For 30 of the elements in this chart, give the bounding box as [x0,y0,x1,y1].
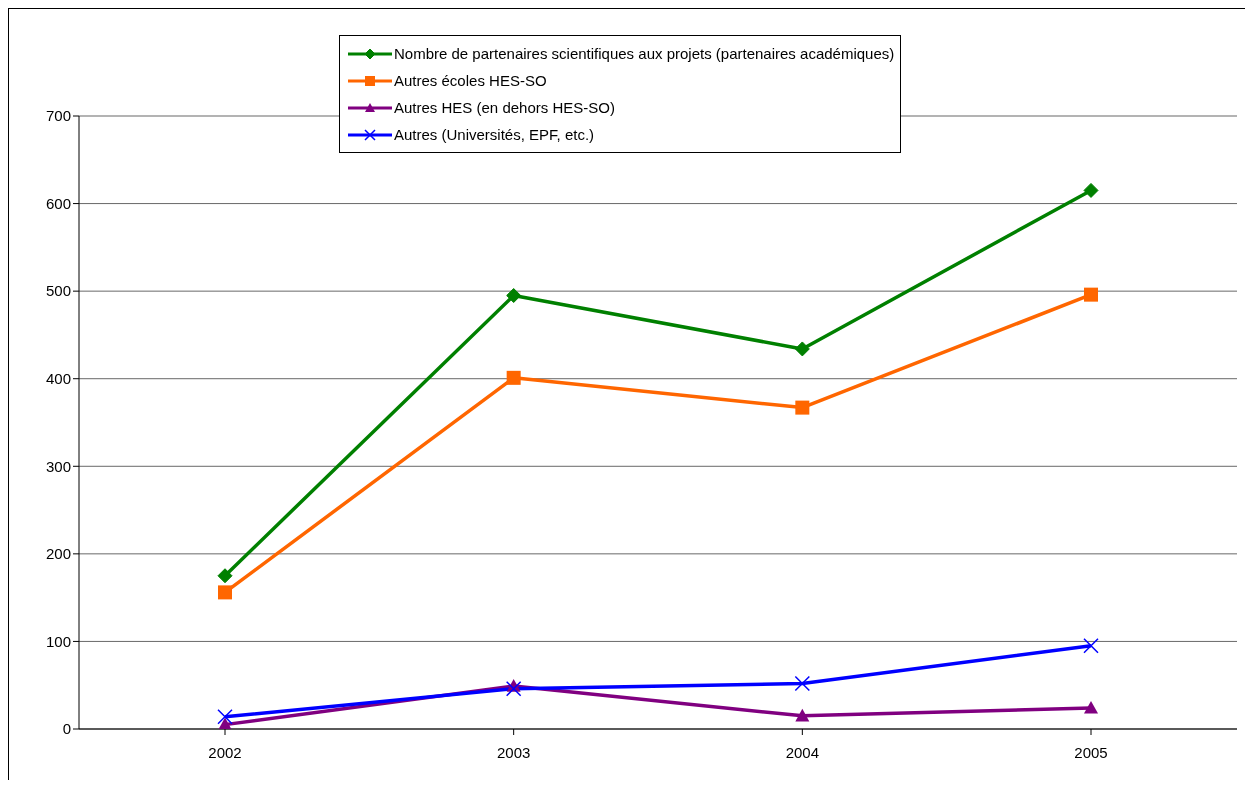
point [506,288,522,304]
legend-label: Autres HES (en dehors HES-SO) [394,99,615,116]
y-tick-label: 100 [45,632,71,650]
x-tick-label: 2003 [496,743,531,761]
y-tick-label: 400 [45,370,71,388]
x-tick-label: 2002 [208,743,242,761]
y-tick-label: 700 [45,107,71,125]
x-tick-label: 2005 [1074,743,1108,761]
y-tick-label: 600 [45,194,71,212]
point [1084,700,1098,714]
y-tick-label: 500 [45,282,71,300]
point [505,680,522,697]
y-tick-label: 300 [45,457,71,475]
point [506,370,521,385]
legend-label: Autres (Universités, EPF, etc.) [394,126,595,143]
point [795,708,810,722]
point [1083,182,1099,198]
point [1084,287,1098,302]
point [1083,638,1099,654]
x-tick-label: 2004 [785,743,820,761]
legend-label: Nombre de partenaires scientifiques aux projets (partenaires académiques) [394,45,895,62]
legend-label: Autres écoles HES-SO [394,72,547,89]
y-tick-label: 200 [45,545,71,563]
point [217,568,233,584]
point [218,585,232,600]
point [794,675,811,692]
point [795,400,810,415]
point [794,341,810,357]
y-tick-label: 0 [62,720,71,738]
point [217,708,233,725]
